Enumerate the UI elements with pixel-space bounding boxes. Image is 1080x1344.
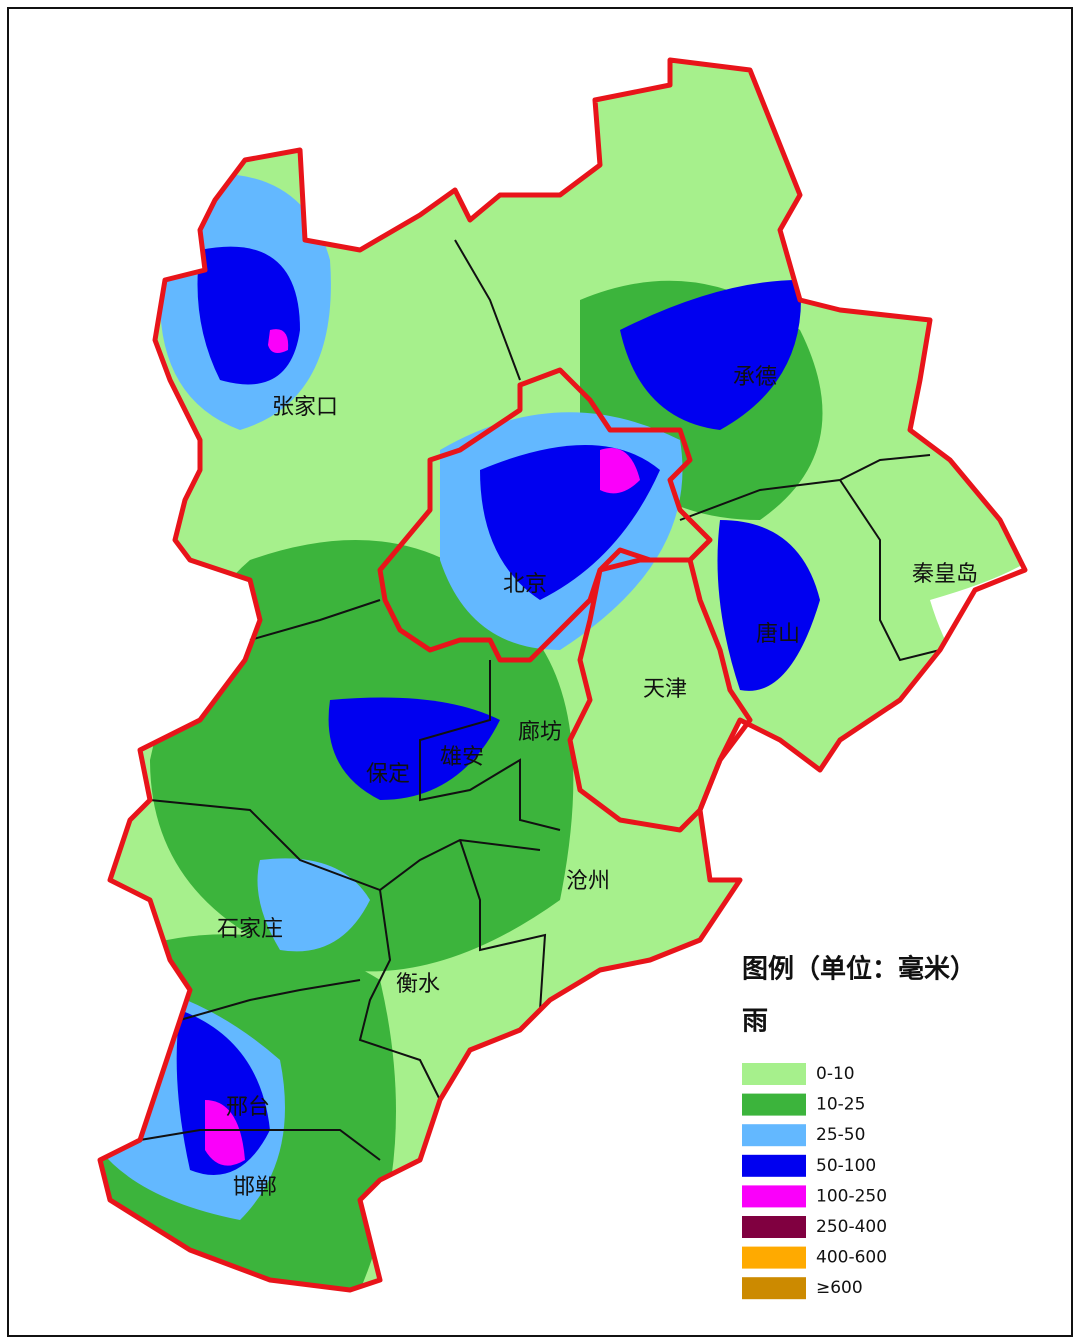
city-label: 承德 (733, 365, 777, 390)
legend-swatch (742, 1124, 806, 1147)
area-magenta (600, 448, 640, 494)
boundary (139, 1129, 381, 1161)
city-label: 秦皇岛 (912, 562, 978, 587)
boundary (179, 979, 361, 1021)
legend-subtitle: 雨 (742, 1007, 768, 1037)
area-dark-blue (620, 280, 801, 430)
city-label: 石家庄 (217, 917, 283, 942)
city-label: 衡水 (396, 972, 440, 997)
boundary (839, 479, 941, 662)
city-label: 邢台 (226, 1095, 270, 1120)
frame (7, 7, 1073, 1337)
legend-swatch (742, 1277, 806, 1300)
legend-label: ≥600 (816, 1278, 863, 1298)
legend-label: 25-50 (816, 1125, 865, 1145)
city-label: 廊坊 (518, 720, 562, 745)
area-magenta (268, 329, 289, 354)
area-dark-blue (328, 697, 500, 800)
legend-label: 50-100 (816, 1156, 876, 1176)
legend-swatch (742, 1063, 806, 1085)
legend-label: 0-10 (816, 1064, 855, 1084)
city-label: 唐山 (756, 622, 800, 647)
city-label: 雄安 (440, 745, 484, 770)
area-dark-blue (717, 520, 820, 691)
legend-swatch (742, 1246, 806, 1269)
city-label: 沧州 (566, 869, 610, 894)
legend-label: 100-250 (816, 1186, 887, 1206)
boundary (459, 839, 547, 1011)
boundary (358, 889, 441, 1101)
legend-swatch (742, 1093, 806, 1116)
area-blue (257, 858, 370, 952)
city-label: 保定 (366, 762, 410, 787)
city-label: 邯郸 (233, 1175, 277, 1200)
legend-swatch (742, 1154, 806, 1177)
city-label: 北京 (503, 572, 547, 597)
legend-label: 10-25 (816, 1095, 865, 1115)
boundaries (139, 239, 941, 1161)
boundary (419, 660, 561, 831)
tianjin-border (567, 557, 753, 833)
boundary (249, 599, 381, 641)
legend-label: 250-400 (816, 1217, 887, 1237)
legend: 图例（单位：毫米） 雨 0-10 10-25 25-50 50-100 100-250 2… (742, 954, 976, 1300)
boundary (454, 239, 521, 381)
legend-swatch (742, 1185, 806, 1208)
legend-swatch (742, 1216, 806, 1238)
beijing-border (377, 367, 713, 663)
area-magenta (205, 1100, 245, 1166)
city-label: 张家口 (272, 395, 338, 420)
legend-title: 图例（单位：毫米） (742, 954, 976, 985)
area-dark-blue (176, 1010, 270, 1175)
city-label: 天津 (643, 677, 687, 702)
legend-label: 400-600 (816, 1248, 887, 1268)
